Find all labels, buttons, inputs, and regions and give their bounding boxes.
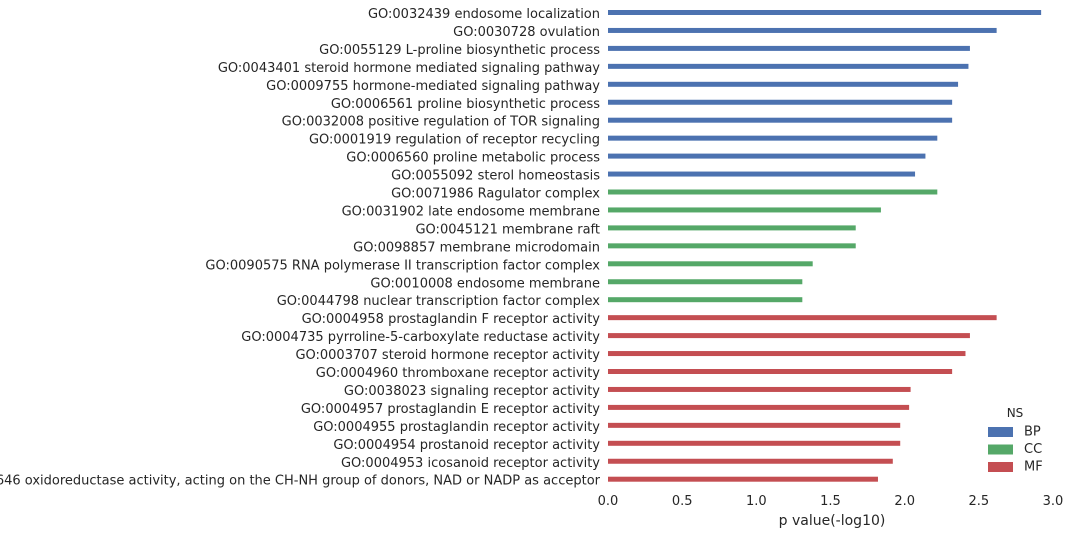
category-label: GO:0004953 icosanoid receptor activity	[341, 456, 600, 471]
category-label: GO:0004958 prostaglandin F receptor acti…	[302, 312, 601, 327]
category-label: GO:0043401 steroid hormone mediated sign…	[218, 61, 600, 76]
legend-label-mf: MF	[1024, 460, 1043, 475]
category-label: GO:0001919 regulation of receptor recycl…	[309, 133, 600, 148]
bar-bp	[608, 99, 953, 105]
category-label: GO:0031902 late endosome membrane	[342, 204, 600, 219]
legend-label-cc: CC	[1024, 442, 1042, 457]
bar-mf	[608, 369, 953, 374]
category-label: GO:0032008 positive regulation of TOR si…	[282, 115, 600, 130]
bar-cc	[608, 279, 803, 285]
bar-mf	[608, 422, 901, 428]
legend-title: NS	[1007, 406, 1024, 420]
category-label: GO:0090575 RNA polymerase II transcripti…	[205, 258, 600, 273]
category-label: GO:0098857 membrane microdomain	[353, 240, 600, 255]
bar-bp	[608, 117, 953, 123]
legend-label-bp: BP	[1024, 425, 1041, 440]
category-label: GO:0055129 L-proline biosynthetic proces…	[319, 43, 600, 58]
bar-bp	[608, 10, 1042, 15]
bar-bp	[608, 135, 938, 141]
x-tick-label: 1.0	[746, 494, 767, 509]
category-label: GO:0055092 sterol homeostasis	[391, 169, 600, 184]
category-label: GO:0006561 proline biosynthetic process	[331, 97, 600, 112]
category-labels-group: GO:0032439 endosome localization GO:00307…	[0, 7, 601, 489]
category-label: GO:0004954 prostanoid receptor activity	[333, 438, 600, 453]
legend: NS BP CC MF	[988, 406, 1043, 475]
category-label: GO:0004957 prostaglandin E receptor acti…	[301, 402, 600, 417]
bar-cc	[608, 261, 813, 267]
category-label: GO:0045121 membrane raft	[415, 222, 600, 237]
bar-bp	[608, 153, 926, 159]
bar-bp	[608, 81, 959, 87]
bar-bp	[608, 63, 969, 69]
bar-cc	[608, 225, 856, 231]
bar-mf	[608, 386, 911, 392]
category-label: GO:0016646 oxidoreductase activity, acti…	[0, 474, 601, 489]
bar-bp	[608, 27, 997, 33]
bar-bp	[608, 45, 970, 51]
bar-cc	[608, 243, 856, 249]
bar-mf	[608, 440, 901, 446]
category-label: GO:0030728 ovulation	[453, 25, 600, 40]
x-tick-label: 2.0	[894, 494, 915, 509]
bar-mf	[608, 333, 970, 339]
bar-mf	[608, 458, 893, 464]
x-tick-label: 2.5	[968, 494, 989, 509]
bar-mf	[608, 404, 910, 410]
category-label: GO:0044798 nuclear transcription factor …	[277, 294, 601, 309]
bar-cc	[608, 297, 803, 303]
bars-group	[608, 10, 1042, 482]
category-label: GO:0004955 prostaglandin receptor activi…	[313, 420, 600, 435]
bar-mf	[608, 315, 997, 321]
bar-cc	[608, 189, 938, 195]
bar-cc	[608, 207, 881, 213]
x-axis-title: p value(-log10)	[779, 513, 886, 529]
bar-mf	[608, 476, 878, 482]
bar-bp	[608, 171, 916, 177]
x-tick-label: 0.0	[598, 494, 619, 509]
category-label: GO:0004960 thromboxane receptor activity	[316, 366, 601, 381]
x-axis-ticks-group: 0.0 0.5 1.0 1.5 2.0 2.5 3.0	[598, 494, 1064, 509]
category-label: GO:0009755 hormone-mediated signaling pa…	[266, 79, 600, 94]
category-label: GO:0038023 signaling receptor activity	[344, 384, 600, 399]
x-tick-label: 0.5	[672, 494, 693, 509]
x-tick-label: 1.5	[820, 494, 841, 509]
legend-swatch-bp	[988, 427, 1013, 437]
category-label: GO:0010008 endosome membrane	[370, 276, 600, 291]
category-label: GO:0004735 pyrroline-5-carboxylate reduc…	[241, 330, 600, 345]
x-tick-label: 3.0	[1043, 494, 1064, 509]
bar-mf	[608, 351, 966, 357]
legend-swatch-mf	[988, 462, 1013, 472]
category-label: GO:0032439 endosome localization	[368, 7, 600, 22]
category-label: GO:0006560 proline metabolic process	[346, 151, 600, 166]
category-label: GO:0003707 steroid hormone receptor acti…	[295, 348, 600, 363]
category-label: GO:0071986 Ragulator complex	[391, 187, 600, 202]
legend-swatch-cc	[988, 444, 1013, 455]
